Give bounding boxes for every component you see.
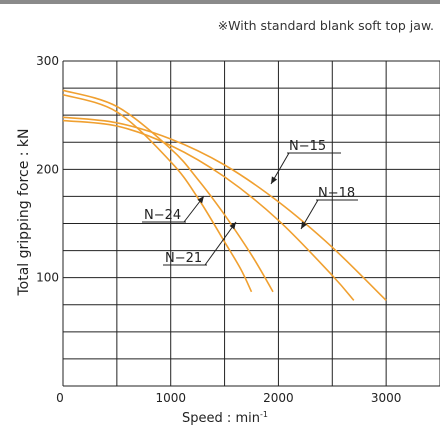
arrow-head [271, 176, 278, 184]
series-curves [62, 89, 387, 301]
leader-line [204, 221, 237, 266]
series-labels: N−15 N−18 N−21 N−24 [142, 139, 358, 266]
arrow-head [301, 221, 308, 229]
y-axis-label: Total gripping force : kN [16, 128, 32, 296]
y-tick-label: 100 [36, 271, 59, 285]
chart-note: ※With standard blank soft top jaw. [217, 18, 434, 33]
x-axis-label: Speed : min-1 [182, 410, 268, 426]
y-tick-label: 200 [36, 162, 59, 176]
x-axis-label-superscript: -1 [260, 410, 268, 419]
x-tick-label: 2000 [263, 391, 294, 405]
series-label: N−21 [165, 251, 202, 266]
grid [62, 60, 440, 387]
x-tick-label: 3000 [371, 391, 402, 405]
x-axis-label-text: Speed : min [182, 411, 260, 426]
series-line-n18 [62, 119, 355, 301]
arrow-head [197, 196, 204, 204]
y-tick-label: 300 [36, 54, 59, 68]
x-tick-label: 0 [56, 391, 64, 405]
series-label: N−15 [289, 139, 326, 154]
series-label: N−24 [144, 208, 181, 223]
series-line-n21 [62, 89, 274, 293]
series-label: N−18 [318, 186, 355, 201]
series-line-n24 [62, 93, 253, 293]
series-line-n15 [62, 116, 387, 301]
x-tick-label: 1000 [155, 391, 186, 405]
tick-labels: 0 1000 2000 3000 100 200 300 [36, 54, 401, 405]
arrow-head [229, 222, 236, 230]
header-rule [0, 0, 440, 4]
